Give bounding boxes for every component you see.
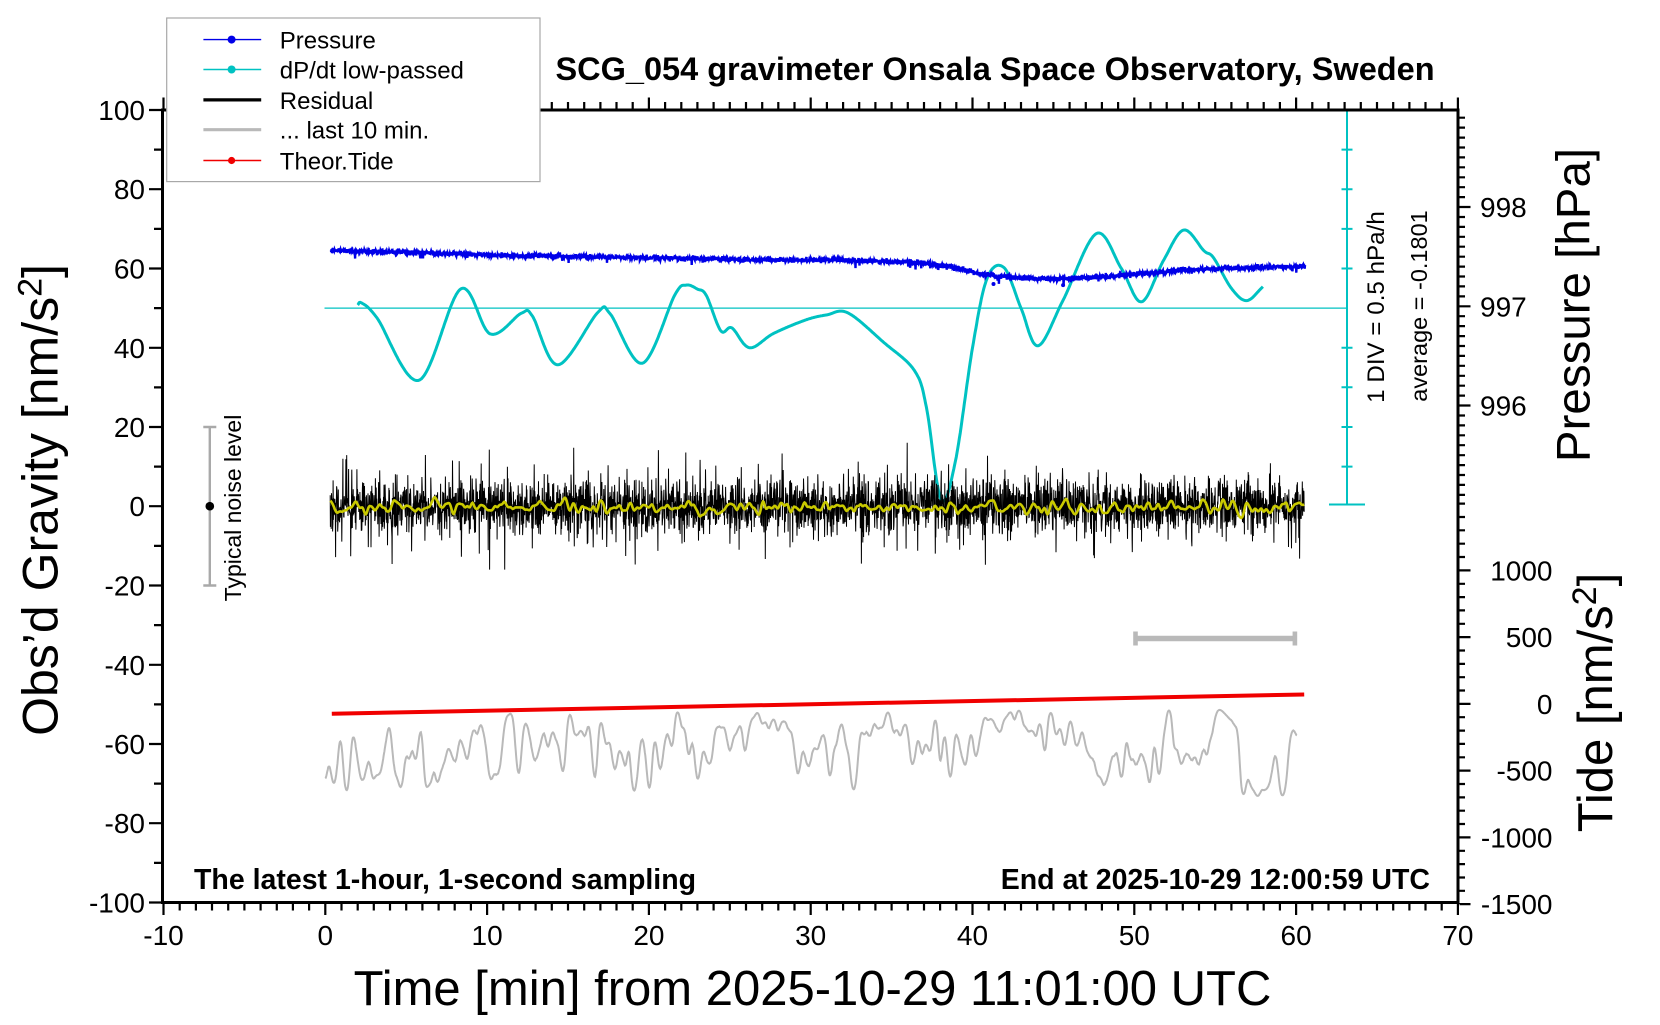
svg-text:-1000: -1000 xyxy=(1481,822,1553,853)
svg-text:-100: -100 xyxy=(89,888,145,919)
svg-text:30: 30 xyxy=(795,920,826,951)
svg-text:1 DIV = 0.5 hPa/h: 1 DIV = 0.5 hPa/h xyxy=(1363,211,1390,403)
svg-text:-60: -60 xyxy=(105,729,145,760)
svg-text:Residual: Residual xyxy=(280,88,373,115)
svg-text:40: 40 xyxy=(957,920,988,951)
svg-text:Tide [nm/s2]: Tide [nm/s2] xyxy=(1566,573,1623,832)
svg-text:dP/dt low-passed: dP/dt low-passed xyxy=(280,58,464,85)
svg-text:SCG_054 gravimeter Onsala Spac: SCG_054 gravimeter Onsala Space Observat… xyxy=(555,51,1434,87)
svg-text:Pressure: Pressure xyxy=(280,28,376,55)
svg-text:0: 0 xyxy=(1537,689,1553,720)
svg-text:998: 998 xyxy=(1480,192,1527,223)
svg-text:The latest 1-hour, 1-second sa: The latest 1-hour, 1-second sampling xyxy=(194,864,696,896)
svg-text:50: 50 xyxy=(1119,920,1150,951)
svg-text:... last 10 min.: ... last 10 min. xyxy=(280,118,429,145)
svg-text:-500: -500 xyxy=(1496,756,1552,787)
svg-text:40: 40 xyxy=(114,333,145,364)
svg-text:20: 20 xyxy=(633,920,664,951)
svg-text:500: 500 xyxy=(1506,622,1553,653)
svg-text:20: 20 xyxy=(114,412,145,443)
svg-text:80: 80 xyxy=(114,174,145,205)
svg-text:-10: -10 xyxy=(143,920,183,951)
svg-text:60: 60 xyxy=(114,254,145,285)
svg-text:-40: -40 xyxy=(105,650,145,681)
svg-text:Typical noise level: Typical noise level xyxy=(220,415,246,602)
svg-text:0: 0 xyxy=(129,491,145,522)
svg-text:-1500: -1500 xyxy=(1481,889,1553,920)
svg-text:Pressure [hPa]: Pressure [hPa] xyxy=(1548,148,1601,462)
svg-text:Time [min] from 2025-10-29 11:: Time [min] from 2025-10-29 11:01:00 UTC xyxy=(354,962,1272,1016)
svg-text:0: 0 xyxy=(318,920,334,951)
svg-text:10: 10 xyxy=(472,920,503,951)
svg-text:1000: 1000 xyxy=(1490,555,1552,586)
svg-text:-80: -80 xyxy=(105,808,145,839)
svg-text:70: 70 xyxy=(1442,920,1473,951)
svg-text:End at 2025-10-29 12:00:59 UTC: End at 2025-10-29 12:00:59 UTC xyxy=(1001,864,1430,896)
svg-text:996: 996 xyxy=(1480,391,1527,422)
svg-text:60: 60 xyxy=(1281,920,1312,951)
svg-text:997: 997 xyxy=(1480,291,1527,322)
svg-text:Theor.Tide: Theor.Tide xyxy=(280,149,394,176)
svg-text:100: 100 xyxy=(98,95,145,126)
svg-text:-20: -20 xyxy=(105,571,145,602)
svg-text:Obs’d Gravity [nm/s2]: Obs’d Gravity [nm/s2] xyxy=(12,264,69,736)
svg-text:average = -0.1801: average = -0.1801 xyxy=(1406,210,1432,401)
